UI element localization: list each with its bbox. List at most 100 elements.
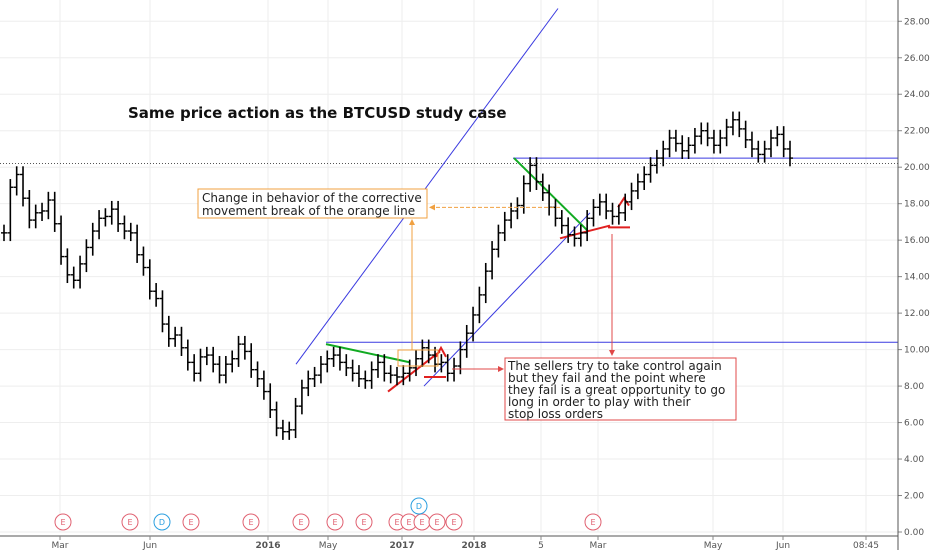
price-bar [26,190,33,229]
y-tick-label: 22.00 [904,127,930,137]
price-bar [729,111,736,136]
annotation-red-text: stop loss orders [508,407,603,421]
price-bar [279,419,286,440]
price-bar [615,204,622,225]
price-bar [691,127,698,154]
price-bar [374,354,381,378]
price-bar [476,286,483,324]
annotation-orange-box [197,188,428,219]
price-bar [679,135,686,159]
price-bar [761,140,768,163]
annotation-red-text: long in order to play with their [508,395,691,409]
marker-circle [410,497,428,515]
price-bar [558,210,565,234]
green-trendline-2 [513,157,589,232]
x-tick-label: May [319,541,338,550]
annotation-orange: Change in behavior of the corrective mov… [197,188,560,367]
price-bar [229,350,236,373]
event-marker: E [292,513,310,531]
price-bar [330,346,337,367]
chart-title: Same price action as the BTCUSD study ca… [128,104,507,122]
price-bar [317,355,324,384]
price-bar [292,397,299,439]
price-bar [45,191,52,220]
price-bar [495,224,502,258]
price-bar [32,204,39,229]
marker-label: E [127,518,132,527]
y-tick-label: 12.00 [904,309,930,319]
price-bar [400,365,407,386]
marker-circle [242,513,260,531]
arrowhead [609,350,615,356]
channel-lower-line [423,212,591,387]
marker-circle [153,513,171,531]
x-tick-label: 2017 [389,541,414,550]
price-bar [159,290,166,333]
price-bar [723,118,730,147]
price-bar [470,306,477,342]
marker-label: D [416,502,422,511]
event-marker: E [121,513,139,531]
x-tick-label: Mar [52,541,69,550]
marker-label: E [590,518,595,527]
dividend-marker: D [153,513,171,531]
annotation-red-text: but they fail and the point where [508,371,706,385]
price-bar [134,224,141,263]
y-tick-label: 20.00 [904,163,930,173]
marker-circle [355,513,373,531]
price-bar [438,354,445,373]
price-bar [755,140,762,163]
price-bar [349,359,356,382]
price-bar [704,122,711,147]
event-marker: E [355,513,373,531]
price-bar [653,149,660,174]
price-bar [698,122,705,145]
marker-label: E [419,518,424,527]
marker-label: E [188,518,193,527]
marker-label: E [248,518,253,527]
price-bar [736,111,743,138]
price-bar [672,129,679,152]
price-bar [489,241,496,280]
price-bar [787,140,793,167]
price-bar [647,157,654,183]
event-markers: E E D E E E E E E E E E E ED [54,497,602,531]
price-bar [222,355,229,384]
x-tick-label: 2016 [255,541,280,550]
event-marker: E [445,513,463,531]
price-bar [39,202,46,222]
y-tick-label: 18.00 [904,200,930,210]
price-bar [717,129,724,154]
price-bar [362,370,369,389]
event-marker: E [413,513,431,531]
price-bar [178,326,185,356]
price-bar [368,361,375,389]
price-bar [628,182,635,211]
annotation-red-text: The sellers try to take control again [507,359,722,373]
price-bars [1,111,793,440]
marker-label: E [60,518,65,527]
price-bar [172,326,179,347]
price-bar [89,222,96,256]
price-bar [83,239,90,273]
marker-circle [326,513,344,531]
price-bar [248,343,255,378]
x-tick-label: Jun [142,541,157,550]
price-bar [666,129,673,158]
price-bar [96,210,103,240]
price-bar [1,224,7,242]
y-tick-label: 8.00 [904,382,924,392]
price-bar [115,200,122,232]
marker-label: E [361,518,366,527]
grid [0,0,898,533]
price-bar [425,339,432,364]
price-bar [634,173,641,200]
price-bar [254,361,261,387]
price-bar [305,370,312,397]
marker-label: E [434,518,439,527]
marker-circle [182,513,200,531]
price-bar [355,365,362,387]
event-marker: E [428,513,446,531]
